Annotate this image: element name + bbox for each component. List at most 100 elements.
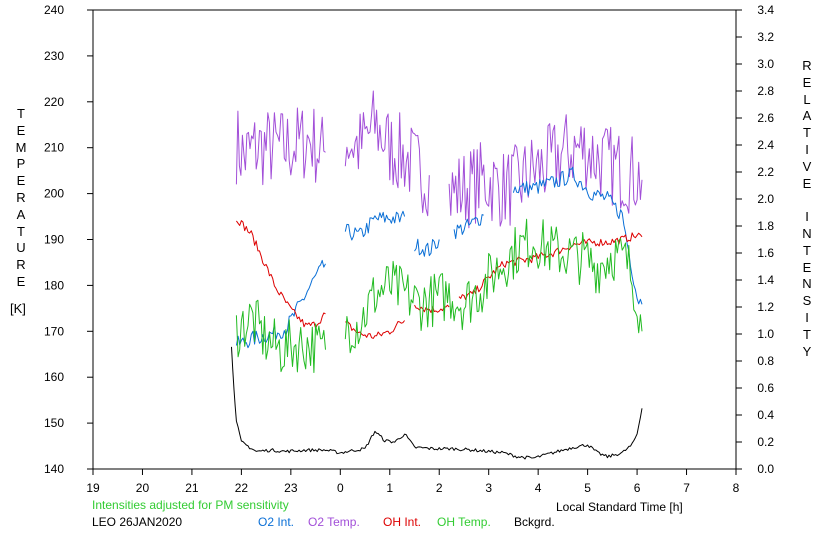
x-tick-label: 5	[584, 481, 591, 495]
series-o2-int-line	[235, 259, 326, 349]
axis-title-letter: R	[802, 58, 812, 73]
axis-title-letter: T	[803, 326, 811, 342]
x-tick-label: 23	[284, 481, 298, 495]
legend-o2-int: O2 Int.	[258, 515, 295, 529]
y-left-tick-label: 160	[44, 370, 64, 384]
y-right-tick-label: 2.6	[757, 111, 774, 125]
y-right-tick-label: 3.4	[757, 3, 774, 17]
axis-title-letter: A	[802, 108, 812, 124]
axis-title-letter: E	[802, 175, 812, 191]
axis-title-letter: E	[16, 122, 26, 138]
axis-title-letter	[797, 192, 817, 209]
axis-title-letter: T	[803, 242, 811, 258]
series-o2-temp-line	[235, 107, 326, 186]
x-tick-label: 22	[235, 481, 249, 495]
series-o2-int-line	[453, 214, 484, 240]
axis-title-letter: E	[16, 273, 26, 289]
y-right-tick-label: 2.8	[757, 84, 774, 98]
y-right-tick-label: 0.2	[757, 435, 774, 449]
x-tick-label: 6	[634, 481, 641, 495]
series-o2-temp-line	[448, 114, 643, 229]
x-tick-label: 2	[436, 481, 443, 495]
y-right-tick-label: 3.2	[757, 30, 774, 44]
y-left-tick-label: 140	[44, 462, 64, 476]
y-right-tick-label: 0.6	[757, 381, 774, 395]
series-o2-temp-line	[344, 90, 430, 217]
plot-frame	[92, 9, 737, 470]
series-bckgrd-line	[231, 346, 643, 460]
axis-title-letter: U	[16, 240, 26, 256]
axis-title-letter: I	[805, 141, 809, 157]
axis-title-letter: E	[802, 259, 812, 275]
left-axis-unit: [K]	[10, 301, 26, 316]
axis-title-letter: N	[802, 276, 812, 292]
axis-title-letter: I	[805, 209, 809, 225]
axis-title-letter: M	[15, 139, 27, 155]
axis-title-letter: S	[802, 293, 812, 309]
x-tick-label: 4	[535, 481, 542, 495]
y-right-tick-label: 1.4	[757, 273, 774, 287]
y-right-tick-label: 3.0	[757, 57, 774, 71]
axis-title-letter: E	[802, 74, 812, 90]
y-left-tick-label: 240	[44, 3, 64, 17]
y-right-tick-label: 2.2	[757, 165, 774, 179]
y-right-tick-label: 2.4	[757, 138, 774, 152]
axis-title-letter: Y	[802, 343, 812, 359]
axis-title-letter: A	[16, 206, 26, 222]
legend-oh-int: OH Int.	[383, 515, 422, 529]
axis-title-letter: N	[802, 225, 812, 241]
axis-title-letter: R	[16, 257, 26, 273]
y-left-tick-label: 180	[44, 278, 64, 292]
y-right-tick-label: 1.2	[757, 300, 774, 314]
series-oh-int-line	[345, 320, 405, 339]
x-tick-label: 7	[683, 481, 690, 495]
adjustment-note: Intensities adjusted for PM sensitivity	[92, 498, 289, 512]
series-oh-temp-line	[235, 299, 326, 373]
series-layer	[231, 90, 643, 460]
x-tick-label: 20	[136, 481, 150, 495]
x-tick-label: 0	[337, 481, 344, 495]
legend-bckgrd: Bckgrd.	[514, 515, 555, 529]
y-left-tick-label: 200	[44, 187, 64, 201]
y-left-tick-label: 170	[44, 324, 64, 338]
series-oh-temp-line	[344, 218, 643, 354]
y-right-tick-label: 0.0	[757, 462, 774, 476]
legend-o2-temp: O2 Temp.	[308, 515, 360, 529]
x-tick-label: 3	[485, 481, 492, 495]
y-left-tick-label: 190	[44, 233, 64, 247]
axis-title-letter: P	[16, 156, 26, 172]
y-right-tick-label: 0.8	[757, 354, 774, 368]
x-axis-label: Local Standard Time [h]	[556, 500, 683, 514]
axis-title-letter: R	[16, 189, 26, 205]
axis-title-letter: E	[16, 173, 26, 189]
x-tick-label: 8	[733, 481, 740, 495]
x-tick-label: 1	[386, 481, 393, 495]
y-right-tick-label: 1.0	[757, 327, 774, 341]
y-left-tick-label: 230	[44, 49, 64, 63]
series-oh-int-line	[235, 220, 326, 329]
series-o2-int-line	[414, 238, 440, 257]
axes-layer: 19 20 21 22 23 0 1 2 3 4 5 6 7 8140150160170180190200…	[44, 3, 774, 495]
legend-oh-temp: OH Temp.	[437, 515, 491, 529]
series-o2-int-line	[512, 166, 643, 305]
series-o2-int-line	[344, 210, 406, 241]
station-date: LEO 26JAN2020	[92, 515, 183, 529]
axis-title-letter: T	[803, 125, 811, 141]
axis-title-letter: T	[17, 106, 25, 121]
axis-title-letter: L	[803, 91, 811, 107]
axis-title-letter: V	[802, 158, 812, 174]
x-tick-label: 19	[86, 481, 100, 495]
y-left-tick-label: 220	[44, 95, 64, 109]
axis-title-letter: I	[805, 309, 809, 325]
x-tick-label: 21	[185, 481, 199, 495]
y-right-tick-label: 1.6	[757, 246, 774, 260]
y-right-tick-label: 1.8	[757, 219, 774, 233]
y-right-tick-label: 0.4	[757, 408, 774, 422]
y-left-tick-label: 210	[44, 141, 64, 155]
axis-title-letter: T	[17, 223, 25, 239]
y-right-tick-label: 2.0	[757, 192, 774, 206]
y-left-tick-label: 150	[44, 416, 64, 430]
